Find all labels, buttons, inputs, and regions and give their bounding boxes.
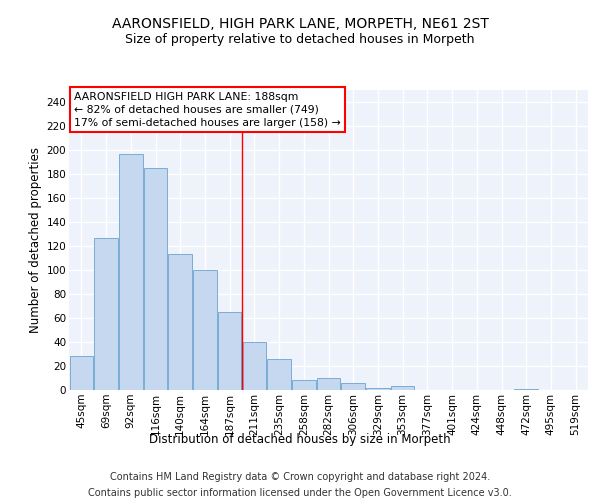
Bar [317,378,340,390]
Bar [70,356,93,390]
Text: AARONSFIELD, HIGH PARK LANE, MORPETH, NE61 2ST: AARONSFIELD, HIGH PARK LANE, MORPETH, NE… [112,18,488,32]
Bar [366,388,389,390]
Bar [292,380,316,390]
Bar [341,383,365,390]
Text: AARONSFIELD HIGH PARK LANE: 188sqm
← 82% of detached houses are smaller (749)
17: AARONSFIELD HIGH PARK LANE: 188sqm ← 82%… [74,92,341,128]
Bar [268,359,291,390]
Bar [169,254,192,390]
Bar [391,386,415,390]
Bar [218,312,241,390]
Text: Contains HM Land Registry data © Crown copyright and database right 2024.: Contains HM Land Registry data © Crown c… [110,472,490,482]
Bar [514,389,538,390]
Text: Size of property relative to detached houses in Morpeth: Size of property relative to detached ho… [125,32,475,46]
Bar [193,270,217,390]
Bar [119,154,143,390]
Text: Distribution of detached houses by size in Morpeth: Distribution of detached houses by size … [149,432,451,446]
Bar [144,168,167,390]
Bar [94,238,118,390]
Bar [242,342,266,390]
Y-axis label: Number of detached properties: Number of detached properties [29,147,43,333]
Text: Contains public sector information licensed under the Open Government Licence v3: Contains public sector information licen… [88,488,512,498]
